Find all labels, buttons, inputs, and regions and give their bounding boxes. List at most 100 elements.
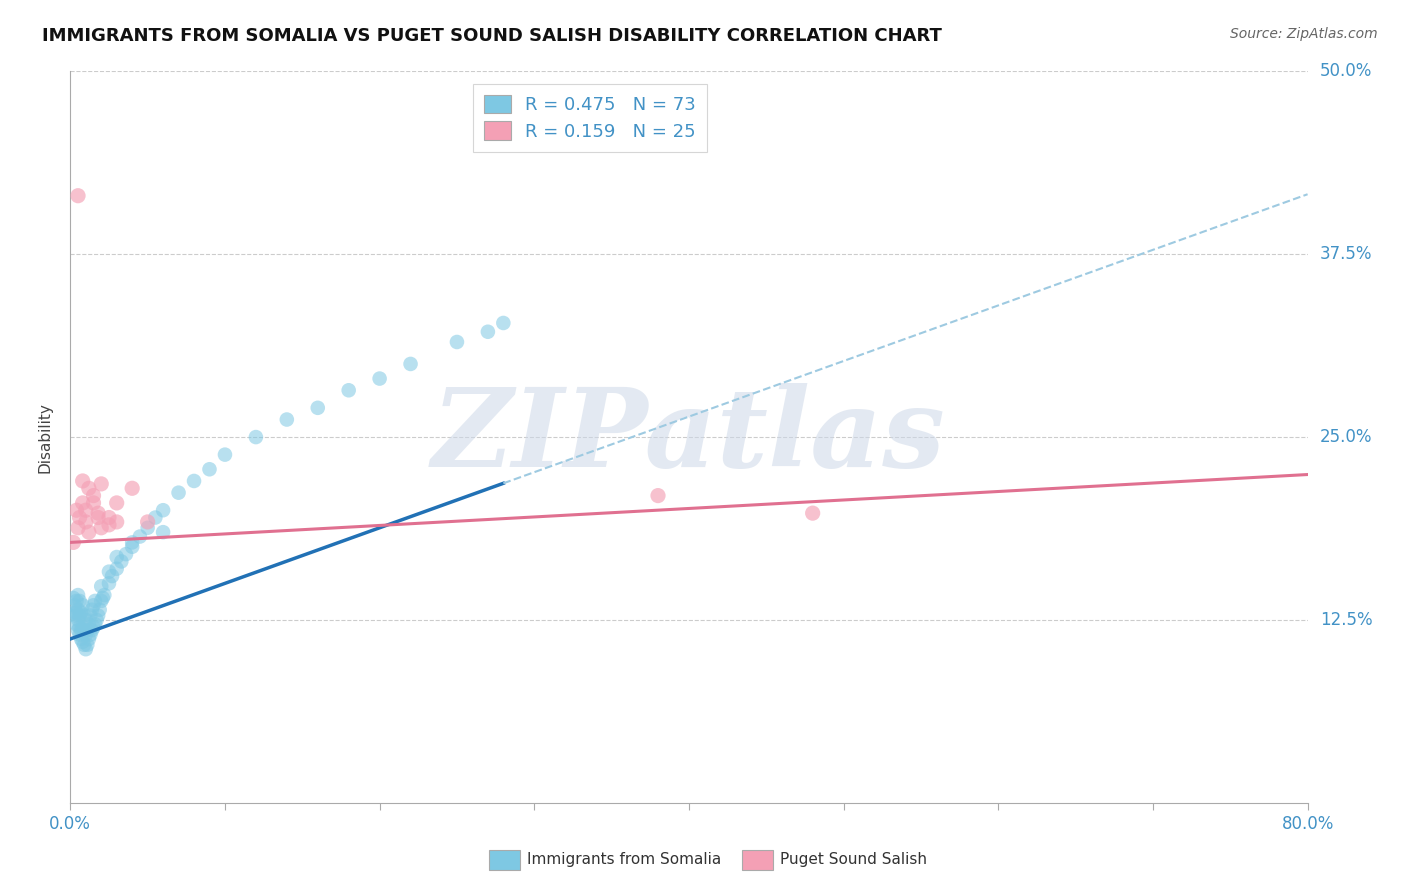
Point [337,384,360,398]
Point [80,603,103,617]
Point [77,525,100,540]
Point [63,599,86,613]
Point [98,510,120,524]
Point [69,608,91,623]
Point [801,506,824,520]
Point [121,481,143,495]
Point [183,474,205,488]
Point [121,535,143,549]
Point [62,591,84,605]
Point [73,608,96,623]
Point [72,474,94,488]
Point [69,510,91,524]
Point [73,638,96,652]
Point [75,642,97,657]
Point [70,606,93,620]
Point [76,623,98,637]
Point [115,547,138,561]
Point [67,521,90,535]
Point [198,462,221,476]
Point [90,594,112,608]
Point [87,608,110,623]
Y-axis label: Disability: Disability [37,401,52,473]
Point [67,603,90,617]
Point [72,496,94,510]
Point [105,515,128,529]
Point [446,334,468,349]
Text: 25.0%: 25.0% [1320,428,1372,446]
Point [152,503,174,517]
Point [67,588,90,602]
Point [245,430,267,444]
Point [62,606,84,620]
Point [76,638,98,652]
Point [73,623,96,637]
Point [67,613,90,627]
Point [65,503,87,517]
Point [82,496,105,510]
Point [70,623,93,637]
Point [82,489,105,503]
Point [75,613,97,627]
Point [87,510,110,524]
Point [69,620,91,634]
Point [70,632,93,646]
Point [477,325,499,339]
Point [79,627,101,641]
Point [62,535,84,549]
Text: Source: ZipAtlas.com: Source: ZipAtlas.com [1230,27,1378,41]
Point [67,623,90,637]
Point [65,606,87,620]
Point [110,554,132,568]
Point [75,627,97,641]
Text: IMMIGRANTS FROM SOMALIA VS PUGET SOUND SALISH DISABILITY CORRELATION CHART: IMMIGRANTS FROM SOMALIA VS PUGET SOUND S… [42,27,942,45]
Point [90,521,112,535]
Point [63,608,86,623]
Point [399,357,422,371]
Point [84,594,107,608]
Point [647,489,669,503]
Point [101,569,124,583]
Point [89,603,111,617]
Point [152,525,174,540]
Point [77,617,100,632]
Point [105,496,128,510]
Point [368,371,391,385]
Point [91,591,114,605]
Point [79,608,101,623]
Point [67,188,90,202]
Point [492,316,515,330]
Point [84,617,107,632]
Point [167,485,190,500]
Point [65,594,87,608]
Point [105,562,128,576]
Point [77,481,100,495]
Point [86,613,108,627]
Point [129,530,152,544]
Point [72,599,94,613]
Point [145,510,166,524]
Text: ZIPatlas: ZIPatlas [432,384,946,491]
Point [69,627,91,641]
Point [72,635,94,649]
Point [98,576,120,591]
Point [136,521,159,535]
Point [136,515,159,529]
Point [90,476,112,491]
Point [98,517,120,532]
Legend: R = 0.475   N = 73, R = 0.159   N = 25: R = 0.475 N = 73, R = 0.159 N = 25 [472,84,707,152]
Point [82,620,105,634]
Point [72,620,94,634]
Point [90,579,112,593]
Point [82,599,105,613]
Point [93,588,115,602]
Point [65,617,87,632]
Text: 37.5%: 37.5% [1320,245,1372,263]
Text: Immigrants from Somalia: Immigrants from Somalia [527,853,721,867]
Point [77,632,100,646]
Point [307,401,329,415]
Point [87,506,110,520]
Point [276,412,298,426]
Point [105,549,128,564]
Point [75,515,97,529]
